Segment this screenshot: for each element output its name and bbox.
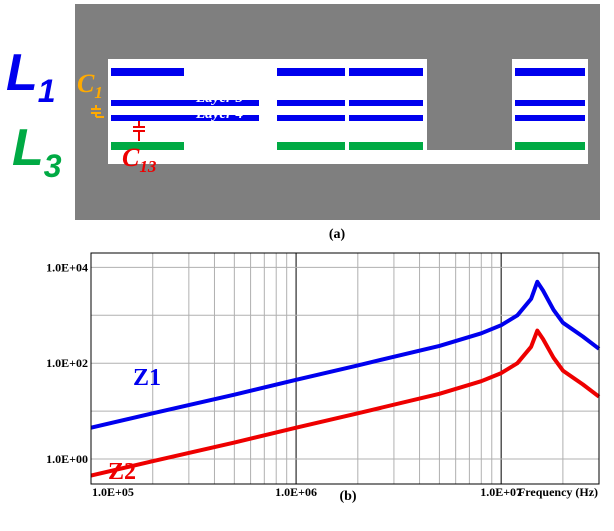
plot-frame: [90, 252, 600, 485]
caption-a: (a): [329, 227, 346, 242]
layer3-trace: [349, 100, 423, 106]
layer6-trace: [277, 142, 345, 150]
l1-label: L1: [6, 44, 56, 109]
layer6-label: Layer 6: [195, 133, 244, 149]
layer3-trace: [277, 100, 345, 106]
layer4-trace: [349, 115, 423, 121]
layer4-trace: [277, 115, 345, 121]
series-line-z1: [90, 279, 601, 430]
layer4-trace: [111, 115, 259, 121]
x-axis-label: Frequency (Hz): [518, 485, 598, 499]
z1-label: Z1: [133, 365, 161, 391]
layer1-label: Layer 1: [195, 64, 243, 80]
x-tick-label: 1.0E+05: [92, 485, 134, 499]
layer4-label: Layer 4: [195, 106, 244, 122]
layer6-trace: [515, 142, 585, 150]
y-tick-label: 1.0E+04: [46, 260, 88, 274]
caption-b: (b): [339, 489, 356, 504]
l3-label: L3: [12, 119, 62, 184]
dielectric-bottom-channel: [108, 150, 588, 164]
layer6-trace: [111, 142, 184, 150]
layer6-trace: [349, 142, 423, 150]
chart-tick-labels: 1.0E+05 1.0E+06 1.0E+07 1.0E+00 1.0E+02 1.0E+…: [46, 260, 522, 499]
layer4-trace: [515, 115, 585, 121]
y-tick-label: 1.0E+02: [46, 356, 88, 370]
z2-label: Z2: [108, 459, 136, 485]
cross-section-diagram: Layer 1 Layer 3 Layer 4 Layer 6 L1 L3 C1…: [6, 4, 600, 220]
impedance-chart: 1.0E+05 1.0E+06 1.0E+07 1.0E+00 1.0E+02 1.0E+…: [46, 252, 601, 499]
layer3-label: Layer 3: [195, 90, 244, 106]
c1-label: C1: [77, 69, 103, 102]
layer1-trace: [515, 68, 585, 76]
layer1-trace: [111, 68, 184, 76]
x-tick-label: 1.0E+06: [275, 485, 317, 499]
layer1-trace: [277, 68, 345, 76]
chart-grid: [90, 253, 600, 484]
x-tick-label: 1.0E+07: [480, 485, 522, 499]
c13-label: C13: [122, 143, 157, 176]
c13-capacitor-symbol: [133, 121, 145, 141]
y-tick-label: 1.0E+00: [46, 452, 88, 466]
layer3-trace: [111, 100, 259, 106]
c1-capacitor-symbol: [91, 105, 104, 118]
series-line-z2: [90, 328, 601, 478]
layer3-trace: [515, 100, 585, 106]
chart-series: [90, 279, 601, 478]
layer1-trace: [349, 68, 423, 76]
